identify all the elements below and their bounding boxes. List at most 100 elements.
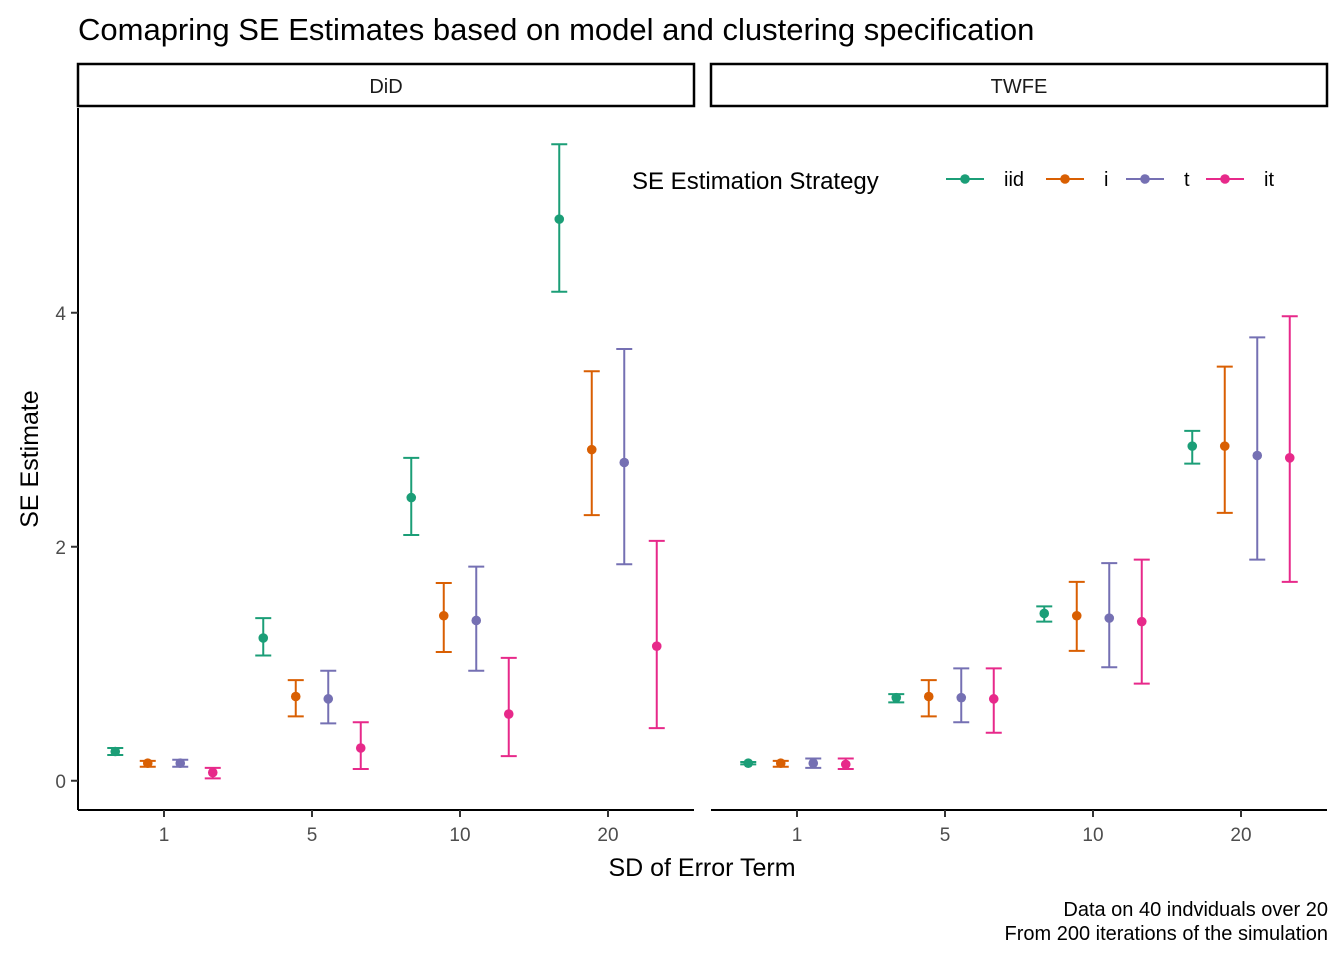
mean-point (323, 694, 334, 704)
x-tick-label: 20 (1230, 825, 1251, 846)
legend-label: i (1104, 169, 1108, 191)
strip-box-twfe (709, 62, 1329, 108)
errorbar-iid (888, 692, 905, 704)
errorbar-iid (255, 617, 272, 657)
legend: SE Estimation Strategy iid i t it (632, 168, 1274, 195)
mean-point (586, 444, 597, 455)
errorbar-i (583, 370, 600, 517)
x-tick-label: 10 (449, 825, 470, 846)
mean-point (1071, 610, 1082, 621)
legend-key-point (1140, 174, 1150, 184)
caption-line-1: Data on 40 indviduals over 20 (1063, 899, 1328, 921)
errorbar-i (920, 679, 937, 718)
x-tick-label: 1 (792, 825, 803, 846)
legend-entry-iid: iid (946, 169, 1024, 191)
mean-point (891, 692, 902, 703)
mean-point (1187, 441, 1198, 451)
mean-point (743, 758, 754, 768)
x-tick-label: 1 (159, 825, 170, 846)
strip-box-did (76, 62, 696, 108)
errorbar-iid (1184, 429, 1201, 465)
mean-point (503, 709, 514, 719)
mean-point (1252, 450, 1263, 461)
errorbar-t (1101, 562, 1118, 669)
mean-point (110, 746, 121, 757)
errorbar-i (772, 758, 789, 768)
legend-key-point (960, 174, 970, 184)
mean-point (406, 492, 417, 503)
legend-entry-t: t (1126, 169, 1190, 191)
mean-point (554, 214, 565, 224)
errorbar-it (1133, 558, 1150, 685)
errorbar-it (500, 656, 517, 758)
errorbar-i (435, 582, 452, 654)
legend-label: t (1184, 169, 1190, 191)
chart-title: Comapring SE Estimates based on model an… (78, 12, 1034, 47)
y-tick-label: 0 (55, 772, 66, 793)
mean-point (438, 610, 449, 621)
x-tick-label: 10 (1082, 825, 1103, 846)
errorbar-iid (107, 746, 124, 757)
errorbar-i (1216, 365, 1233, 514)
y-tick-label: 2 (55, 538, 66, 559)
mean-point (1136, 616, 1147, 627)
legend-label: iid (1004, 169, 1024, 191)
mean-point (207, 767, 218, 778)
mean-point (988, 694, 999, 704)
errorbar-t (320, 669, 337, 725)
mean-point (355, 743, 366, 753)
strip-label-did: DiD (369, 76, 402, 98)
legend-entry-i: i (1046, 169, 1108, 191)
errorbar-i (1068, 580, 1085, 652)
y-tick-label: 4 (55, 304, 66, 325)
mean-point (840, 759, 851, 770)
mean-point (1039, 608, 1050, 619)
mean-point (1284, 453, 1295, 463)
errorbar-iid (551, 143, 568, 293)
errorbar-t (172, 758, 189, 768)
mean-point (142, 758, 153, 768)
legend-key-point (1060, 174, 1070, 184)
errorbar-it (985, 667, 1002, 734)
mean-point (1219, 441, 1230, 451)
mean-point (651, 641, 662, 651)
errorbar-it (837, 757, 854, 771)
errorbar-iid (403, 456, 420, 537)
errorbar-it (204, 766, 221, 780)
panel-twfe: TWFE (709, 62, 1329, 771)
errorbar-iid (740, 758, 757, 768)
x-tick-label: 5 (307, 825, 318, 846)
errorbar-t (953, 667, 970, 724)
x-tick-label: 5 (940, 825, 951, 846)
legend-key-point (1220, 174, 1230, 184)
errorbar-t (805, 757, 822, 769)
errorbar-it (352, 721, 369, 771)
legend-entry-it: it (1206, 169, 1274, 191)
errorbar-t (1249, 336, 1266, 561)
mean-point (290, 691, 301, 702)
panel-did: DiD (76, 62, 696, 780)
mean-point (775, 758, 786, 768)
errorbar-i (139, 758, 156, 768)
strip-label-twfe: TWFE (991, 76, 1048, 98)
mean-point (1104, 613, 1115, 623)
legend-label: it (1264, 169, 1274, 191)
y-axis-title: SE Estimate (16, 390, 44, 528)
errorbar-i (287, 679, 304, 718)
mean-point (619, 457, 630, 468)
errorbar-iid (1036, 605, 1053, 623)
mean-point (258, 633, 269, 643)
errorbar-t (616, 348, 633, 566)
errorbar-it (648, 539, 665, 730)
mean-point (175, 758, 186, 768)
mean-point (956, 692, 967, 703)
mean-point (471, 615, 482, 626)
mean-point (923, 691, 934, 702)
x-tick-label: 20 (597, 825, 618, 846)
mean-point (808, 758, 819, 768)
x-axis-title: SD of Error Term (608, 854, 795, 882)
errorbar-t (468, 565, 485, 672)
caption-line-2: From 200 iterations of the simulation (1005, 923, 1329, 945)
errorbar-it (1281, 315, 1298, 583)
